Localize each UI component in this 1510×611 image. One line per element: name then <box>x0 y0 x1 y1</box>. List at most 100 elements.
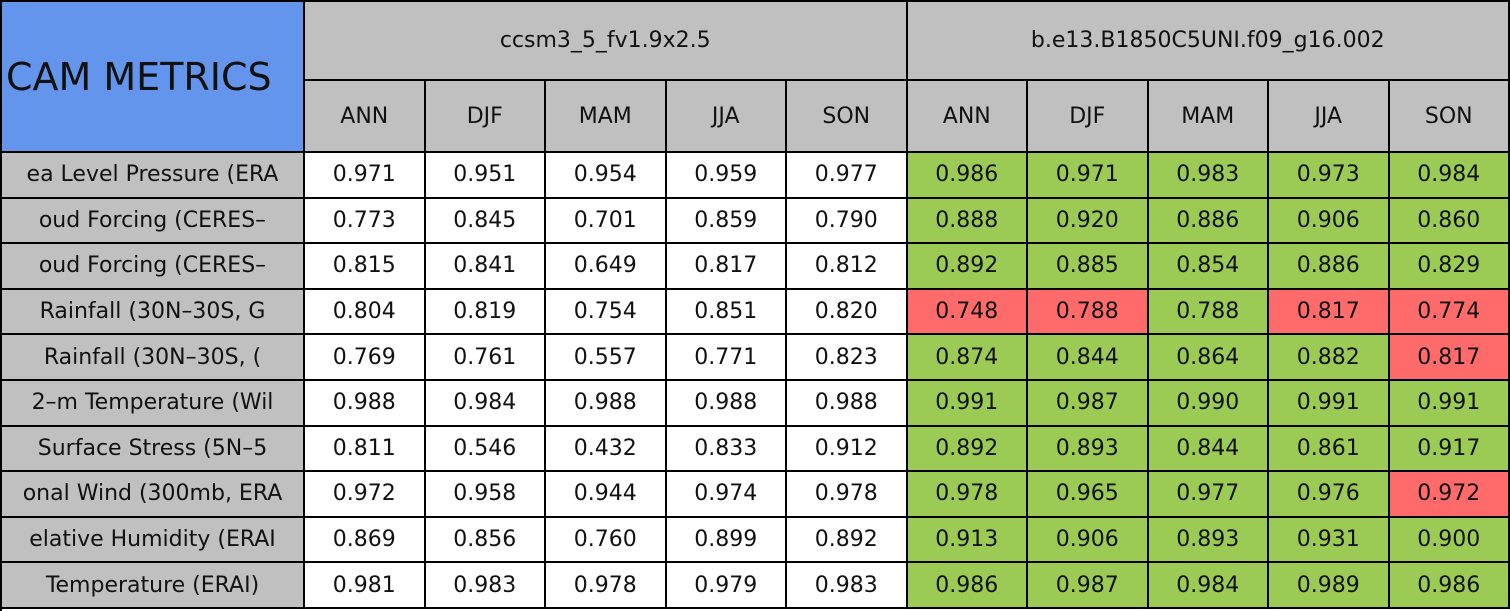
metric-value: 0.788 <box>1148 289 1269 336</box>
metric-value: 0.823 <box>787 335 908 381</box>
metric-value: 0.986 <box>1389 563 1510 609</box>
metric-value: 0.844 <box>1148 426 1269 473</box>
metric-value: 0.893 <box>1148 517 1269 564</box>
metric-value: 0.972 <box>1389 472 1510 518</box>
metric-value: 0.978 <box>787 472 908 518</box>
metric-value: 0.920 <box>1028 198 1149 245</box>
season-header: SON <box>1389 81 1510 153</box>
metric-value: 0.971 <box>305 153 426 199</box>
metric-value: 0.701 <box>546 198 667 245</box>
metric-value: 0.913 <box>907 517 1028 564</box>
metric-value: 0.984 <box>1148 563 1269 609</box>
metric-value: 0.981 <box>305 563 426 609</box>
metric-value: 0.990 <box>1148 381 1269 427</box>
metric-value: 0.790 <box>787 198 908 245</box>
row-label: Rainfall (30N–30S, ( <box>2 335 305 381</box>
metric-value: 0.892 <box>907 244 1028 290</box>
metric-value: 0.861 <box>1269 426 1390 473</box>
metric-value: 0.977 <box>787 153 908 199</box>
metric-value: 0.986 <box>907 153 1028 199</box>
metric-value: 0.882 <box>1269 335 1390 381</box>
metric-value: 0.954 <box>546 153 667 199</box>
metric-value: 0.557 <box>546 335 667 381</box>
metric-value: 0.984 <box>425 381 546 427</box>
metric-value: 0.977 <box>1148 472 1269 518</box>
metric-value: 0.931 <box>1269 517 1390 564</box>
metric-value: 0.817 <box>1389 335 1510 381</box>
metric-value: 0.912 <box>787 426 908 473</box>
metric-value: 0.983 <box>787 563 908 609</box>
row-label: Temperature (ERAI) <box>2 563 305 609</box>
metric-value: 0.886 <box>1148 198 1269 245</box>
row-label: ea Level Pressure (ERA <box>2 153 305 199</box>
metric-value: 0.817 <box>666 244 787 290</box>
metric-value: 0.951 <box>425 153 546 199</box>
metric-value: 0.959 <box>666 153 787 199</box>
season-header: ANN <box>305 81 426 153</box>
metric-value: 0.991 <box>907 381 1028 427</box>
metric-value: 0.978 <box>907 472 1028 518</box>
metric-value: 0.859 <box>666 198 787 245</box>
metric-value: 0.811 <box>305 426 426 473</box>
metric-value: 0.773 <box>305 198 426 245</box>
metric-value: 0.988 <box>546 381 667 427</box>
metric-value: 0.833 <box>666 426 787 473</box>
metric-value: 0.812 <box>787 244 908 290</box>
metric-value: 0.979 <box>666 563 787 609</box>
metric-value: 0.988 <box>666 381 787 427</box>
metric-value: 0.769 <box>305 335 426 381</box>
metric-value: 0.546 <box>425 426 546 473</box>
season-header: MAM <box>1148 81 1269 153</box>
metric-value: 0.748 <box>907 289 1028 336</box>
metric-value: 0.817 <box>1269 289 1390 336</box>
metric-value: 0.820 <box>787 289 908 336</box>
metric-value: 0.888 <box>907 198 1028 245</box>
metric-value: 0.874 <box>907 335 1028 381</box>
metric-value: 0.432 <box>546 426 667 473</box>
season-header: SON <box>787 81 908 153</box>
metric-value: 0.761 <box>425 335 546 381</box>
metric-value: 0.987 <box>1028 563 1149 609</box>
metric-value: 0.988 <box>305 381 426 427</box>
metric-value: 0.958 <box>425 472 546 518</box>
metric-value: 0.892 <box>907 426 1028 473</box>
metric-value: 0.976 <box>1269 472 1390 518</box>
metric-value: 0.965 <box>1028 472 1149 518</box>
metric-value: 0.788 <box>1028 289 1149 336</box>
row-label: Rainfall (30N–30S, G <box>2 289 305 336</box>
metric-value: 0.771 <box>666 335 787 381</box>
metric-value: 0.885 <box>1028 244 1149 290</box>
season-header: ANN <box>907 81 1028 153</box>
metric-value: 0.869 <box>305 517 426 564</box>
metric-value: 0.819 <box>425 289 546 336</box>
row-label: elative Humidity (ERAI <box>2 517 305 564</box>
metric-value: 0.984 <box>1389 153 1510 199</box>
metric-value: 0.815 <box>305 244 426 290</box>
row-label: onal Wind (300mb, ERA <box>2 472 305 518</box>
metric-value: 0.864 <box>1148 335 1269 381</box>
metric-value: 0.973 <box>1269 153 1390 199</box>
metric-value: 0.774 <box>1389 289 1510 336</box>
metric-value: 0.899 <box>666 517 787 564</box>
metric-value: 0.988 <box>787 381 908 427</box>
table-title: CAM METRICS <box>2 2 305 153</box>
metric-value: 0.983 <box>1148 153 1269 199</box>
season-header: DJF <box>425 81 546 153</box>
metric-value: 0.893 <box>1028 426 1149 473</box>
metric-value: 0.906 <box>1269 198 1390 245</box>
metric-value: 0.649 <box>546 244 667 290</box>
metric-value: 0.854 <box>1148 244 1269 290</box>
metric-value: 0.971 <box>1028 153 1149 199</box>
season-header: DJF <box>1028 81 1149 153</box>
metric-value: 0.829 <box>1389 244 1510 290</box>
metric-value: 0.851 <box>666 289 787 336</box>
metric-value: 0.906 <box>1028 517 1149 564</box>
metric-value: 0.856 <box>425 517 546 564</box>
season-header: JJA <box>1269 81 1390 153</box>
group-header: ccsm3_5_fv1.9x2.5 <box>305 2 908 81</box>
season-header: JJA <box>666 81 787 153</box>
metric-value: 0.944 <box>546 472 667 518</box>
metric-value: 0.986 <box>907 563 1028 609</box>
metric-value: 0.983 <box>425 563 546 609</box>
